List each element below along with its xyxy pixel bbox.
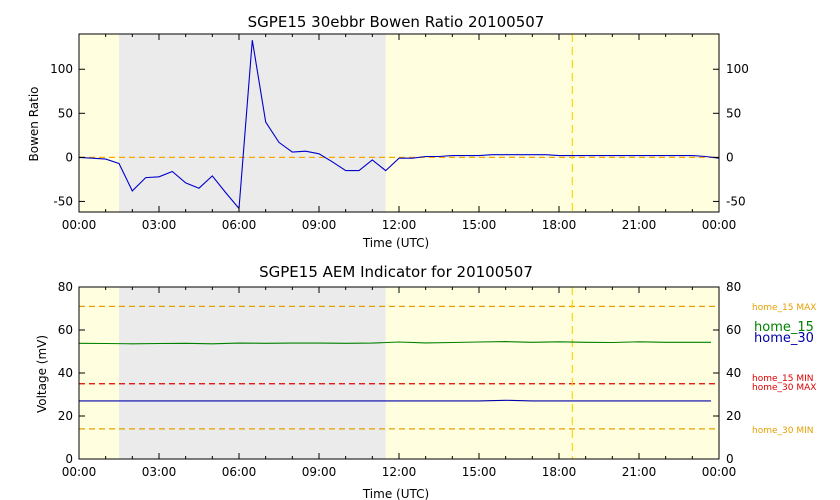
x-tick-label: 21:00	[622, 465, 657, 479]
x-tick-label: 06:00	[222, 465, 257, 479]
y-tick-label-right: 60	[726, 323, 741, 337]
y-tick-label-right: 0	[726, 452, 734, 466]
y-tick-label-right: 40	[726, 366, 741, 380]
ref-label-home-15-max: home_15 MAX	[752, 303, 816, 313]
top-chart-title: SGPE15 30ebbr Bowen Ratio 20100507	[248, 13, 545, 31]
x-tick-label: 03:00	[142, 465, 177, 479]
bottom-plot-area: 00:00 03:00 06:00 09:00 12:00 15:00 18:00 21:00…	[58, 280, 742, 479]
x-tick-label: 06:00	[222, 218, 257, 232]
bottom-chart-ylabel: Voltage (mV)	[35, 335, 49, 413]
bottom-chart-xlabel: Time (UTC)	[362, 487, 429, 500]
x-tick-label: 15:00	[462, 218, 497, 232]
y-tick-label-left: 40	[58, 366, 73, 380]
top-plot-area: 00:00 03:00 06:00 09:00 12:00 15:00 18:00 21:00…	[50, 33, 749, 232]
night-shading	[119, 287, 386, 459]
y-tick-label-left: -50	[53, 194, 73, 208]
y-tick-label-left: 100	[50, 62, 73, 76]
y-tick-label-left: 50	[58, 106, 73, 120]
legend-home-15: home_15	[754, 320, 814, 335]
top-chart-ylabel: Bowen Ratio	[27, 87, 41, 162]
x-tick-label: 00:00	[62, 465, 97, 479]
y-tick-label-right: 0	[726, 150, 734, 164]
night-shading	[119, 34, 386, 212]
y-tick-label-left: 0	[65, 150, 73, 164]
x-tick-label: 18:00	[542, 218, 577, 232]
x-tick-label: 00:00	[702, 465, 737, 479]
x-tick-label: 00:00	[62, 218, 97, 232]
y-tick-label-left: 80	[58, 280, 73, 294]
ref-label-home-30-min: home_30 MIN	[752, 426, 813, 436]
x-tick-label: 15:00	[462, 465, 497, 479]
y-tick-label-left: 0	[65, 452, 73, 466]
y-tick-label-right: 20	[726, 409, 741, 423]
y-tick-label-right: 50	[726, 106, 741, 120]
series-line-home_15	[78, 341, 711, 345]
x-tick-label: 12:00	[382, 465, 417, 479]
top-chart-xlabel: Time (UTC)	[362, 236, 429, 250]
series-line-0	[78, 40, 720, 210]
series-line-home_30	[79, 399, 711, 402]
y-tick-label-right: 100	[726, 62, 749, 76]
y-tick-label-right: 80	[726, 280, 741, 294]
y-tick-label-left: 60	[58, 323, 73, 337]
x-tick-label: 21:00	[622, 218, 657, 232]
ref-label-home-30-max: home_30 MAX	[752, 383, 816, 393]
x-tick-label: 00:00	[702, 218, 737, 232]
y-tick-label-right: -50	[726, 194, 746, 208]
x-tick-label: 03:00	[142, 218, 177, 232]
bottom-chart-title: SGPE15 AEM Indicator for 20100507	[259, 263, 533, 281]
legend-home-30: home_30	[754, 331, 814, 346]
x-tick-label: 12:00	[382, 218, 417, 232]
x-tick-label: 18:00	[542, 465, 577, 479]
x-tick-label: 09:00	[302, 465, 337, 479]
ref-label-home-15-min: home_15 MIN	[752, 374, 813, 384]
x-tick-label: 09:00	[302, 218, 337, 232]
y-tick-label-left: 20	[58, 409, 73, 423]
